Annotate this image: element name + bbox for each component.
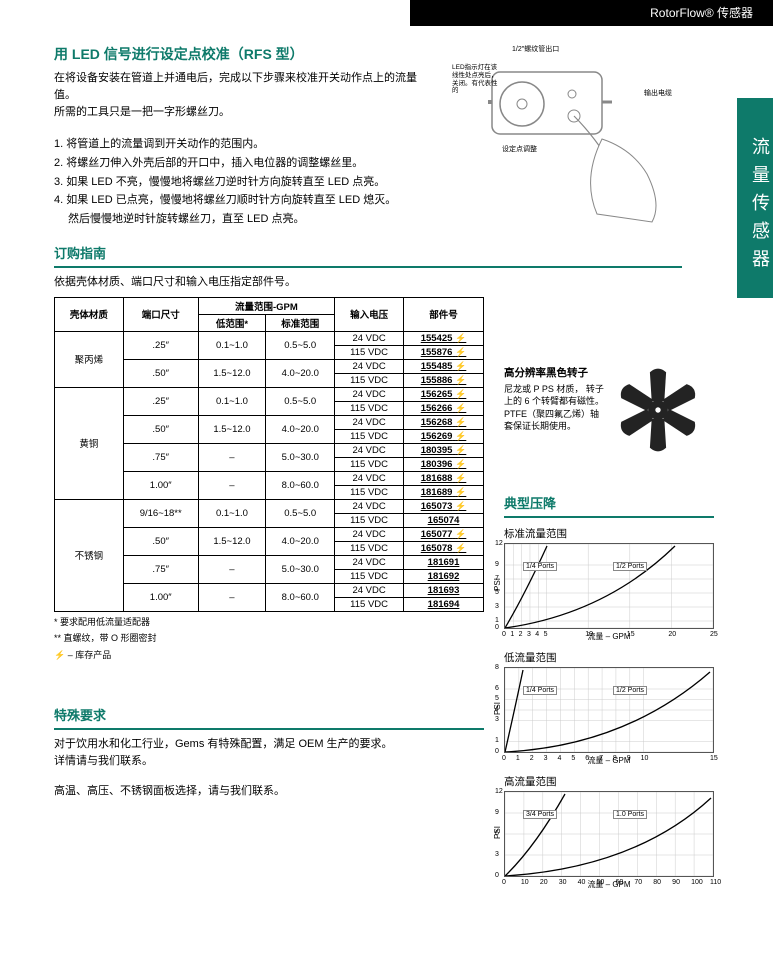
th-flow: 流量范围-GPM — [198, 297, 335, 314]
diag-label-a: 1/2″螺纹管出口 — [512, 44, 559, 54]
sec2-title: 订购指南 — [54, 243, 682, 262]
chart2-xlabel: 流量 – GPM — [504, 755, 714, 766]
pressure-rule — [504, 516, 714, 518]
sec3-p2: 详情请与我们联系。 — [54, 753, 484, 770]
sec1-steps: 1. 将管道上的流量调到开关动作的范围内。 2. 将螺丝刀伸入外壳后部的开口中，… — [54, 135, 432, 228]
chart3-xlabel: 流量 – GPM — [504, 879, 714, 890]
step-1: 1. 将管道上的流量调到开关动作的范围内。 — [54, 135, 432, 154]
table-row: 聚丙烯.25″0.1~1.00.5~5.024 VDC155425 ⚡ — [55, 331, 484, 345]
th-volt: 输入电压 — [335, 297, 404, 331]
foot3: ⚡ – 库存产品 — [54, 649, 484, 662]
foot2: ** 直螺纹，带 O 形圈密封 — [54, 632, 484, 645]
table-row: 不锈钢9/16~18**0.1~1.00.5~5.024 VDC165073 ⚡ — [55, 499, 484, 513]
sec1-intro2: 所需的工具只是一把一字形螺丝刀。 — [54, 104, 432, 121]
calibration-diagram: 1/2″螺纹管出口 LED指示灯在该线性处点亮后，关闭。有代表性的 输出电缆 设… — [452, 44, 682, 224]
foot1: * 要求配用低流量适配器 — [54, 616, 484, 629]
sec2-rule — [54, 266, 682, 268]
sec2-intro: 依据壳体材质、端口尺寸和输入电压指定部件号。 — [54, 274, 682, 291]
chart2-title: 低流量范围 — [504, 650, 714, 665]
sec3-p1: 对于饮用水和化工行业，Gems 有特殊配置，满足 OEM 生产的要求。 — [54, 736, 484, 753]
th-std: 标准范围 — [266, 314, 335, 331]
pressure-title: 典型压降 — [504, 493, 714, 512]
diag-label-b: LED指示灯在该线性处点亮后，关闭。有代表性的 — [452, 64, 502, 95]
sec1-intro1: 在将设备安装在管道上并通电后，完成以下步骤来校准开关动作点上的流量值。 — [54, 70, 432, 104]
sec3-rule — [54, 728, 484, 730]
rotor-icon — [613, 365, 713, 465]
rotor-title: 高分辨率黑色转子 — [504, 365, 604, 380]
step-4b: 然后慢慢地逆时针旋转螺丝刀，直至 LED 点亮。 — [54, 210, 432, 229]
header-title: RotorFlow® 传感器 — [650, 6, 753, 20]
rotor-desc: 尼龙或 P PS 材质， 转子上的 6 个转臂都有磁性。PTFE（聚四氟乙烯）轴… — [504, 383, 604, 433]
chart3-title: 高流量范围 — [504, 774, 714, 789]
step-2: 2. 将螺丝刀伸入外壳后部的开口中，插入电位器的调整螺丝里。 — [54, 154, 432, 173]
table-row: 黄铜.25″0.1~1.00.5~5.024 VDC156265 ⚡ — [55, 387, 484, 401]
sec1-title: 用 LED 信号进行设定点校准（RFS 型） — [54, 44, 432, 64]
diag-label-c: 输出电缆 — [644, 88, 672, 98]
sec3-title: 特殊要求 — [54, 705, 484, 724]
step-3: 3. 如果 LED 不亮，慢慢地将螺丝刀逆时针方向旋转直至 LED 点亮。 — [54, 173, 432, 192]
th-low: 低范围* — [198, 314, 266, 331]
th-part: 部件号 — [404, 297, 484, 331]
chart3: 0369120102030405060708090100110PSI3/4 Po… — [504, 791, 714, 877]
header-bar: RotorFlow® 传感器 — [0, 0, 773, 26]
chart1-title: 标准流量范围 — [504, 526, 714, 541]
order-table: 壳体材质 端口尺寸 流量范围-GPM 输入电压 部件号 低范围* 标准范围 聚丙… — [54, 297, 484, 612]
side-tab: 流量传感器 — [737, 98, 773, 298]
chart2: 013456801234567891015PSI1/4 Ports1/2 Por… — [504, 667, 714, 753]
sec3-p3: 高温、高压、不锈钢面板选择，请与我们联系。 — [54, 783, 484, 800]
th-material: 壳体材质 — [55, 297, 124, 331]
diag-label-d: 设定点调整 — [502, 144, 537, 154]
step-4: 4. 如果 LED 已点亮，慢慢地将螺丝刀顺时针方向旋转直至 LED 熄灭。 — [54, 191, 432, 210]
chart1: 0135791201234510152025PSI1/4 Ports1/2 Po… — [504, 543, 714, 629]
th-port: 端口尺寸 — [123, 297, 198, 331]
